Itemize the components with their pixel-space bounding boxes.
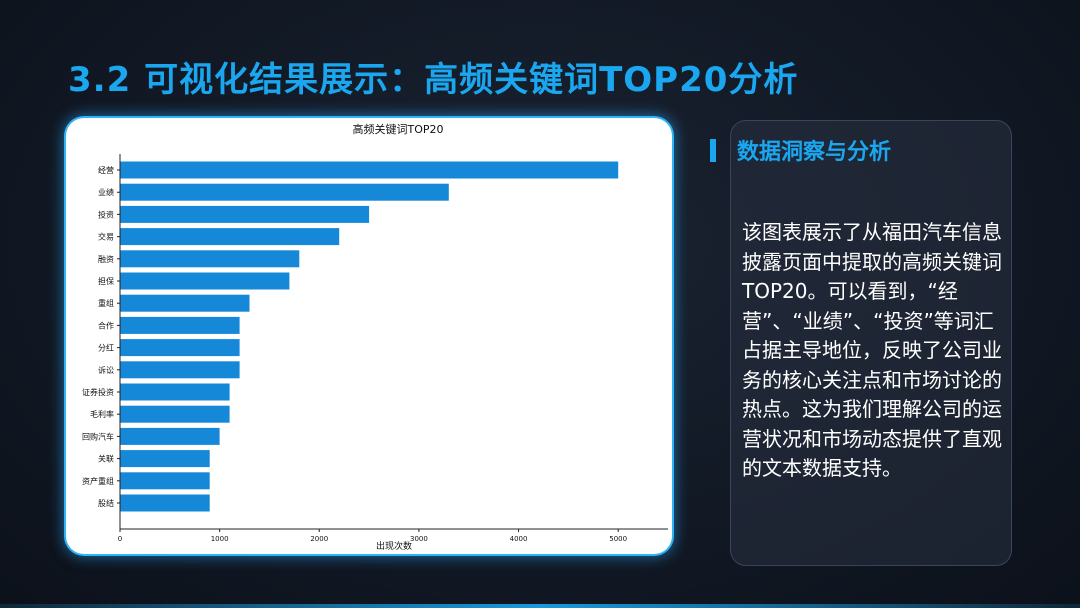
y-tick-label: 合作 — [98, 320, 114, 330]
bar-交易 — [120, 228, 340, 246]
y-tick-label: 诉讼 — [98, 365, 114, 375]
bar-毛利率 — [120, 405, 230, 423]
insight-heading: 数据洞察与分析 — [737, 140, 892, 165]
bar-资产重组 — [120, 472, 210, 490]
x-tick-label: 1000 — [211, 535, 229, 543]
chart-panel: 高频关键词TOP20 0 1000 2000 3000 4000 5000 经营业绩投资交… — [66, 118, 672, 554]
bar-融资 — [120, 250, 300, 268]
y-tick-label: 股结 — [98, 498, 114, 508]
bar-诉讼 — [120, 361, 240, 379]
chart-title: 高频关键词TOP20 — [352, 122, 443, 136]
x-tick-label: 5000 — [609, 535, 627, 543]
insight-body: 该图表展示了从福田汽车信息披露页面中提取的高频关键词TOP20。可以看到，“经营… — [742, 220, 1002, 480]
slide-title: 3.2 可视化结果展示：高频关键词TOP20分析 — [68, 60, 799, 100]
bar-业绩 — [120, 183, 449, 201]
bar-经营 — [120, 161, 619, 179]
bar-关联 — [120, 450, 210, 468]
bottom-glow-line — [0, 604, 1080, 608]
x-axis-label: 出现次数 — [376, 540, 412, 552]
x-tick-label: 2000 — [310, 535, 328, 543]
y-tick-label: 回购汽车 — [82, 431, 114, 441]
y-tick-label: 经营 — [98, 165, 114, 175]
bar-回购汽车 — [120, 427, 220, 445]
bar-投资 — [120, 205, 370, 223]
bar-股结 — [120, 494, 210, 512]
y-tick-label: 证券投资 — [82, 387, 114, 397]
y-tick-label: 投资 — [98, 209, 114, 219]
y-tick-label: 业绩 — [98, 187, 114, 197]
y-tick-label: 资产重组 — [82, 476, 114, 486]
bar-证券投资 — [120, 383, 230, 401]
x-tick-label: 4000 — [510, 535, 528, 543]
x-tick-label: 3000 — [410, 535, 428, 543]
y-tick-label: 重组 — [98, 298, 114, 308]
bar-合作 — [120, 316, 240, 334]
x-tick-label: 0 — [118, 535, 122, 543]
bar-担保 — [120, 272, 290, 290]
y-tick-label: 融资 — [98, 254, 114, 264]
y-tick-label: 交易 — [98, 232, 114, 242]
y-tick-label: 关联 — [98, 454, 114, 464]
y-tick-label: 毛利率 — [90, 409, 114, 419]
y-tick-label: 担保 — [98, 276, 114, 286]
heading-accent-bar — [710, 139, 716, 162]
insight-panel — [730, 120, 1012, 566]
bar-重组 — [120, 294, 250, 312]
keyword-bar-chart: 高频关键词TOP20 0 1000 2000 3000 4000 5000 经营业绩投资交… — [82, 122, 668, 552]
y-tick-label: 分红 — [98, 343, 114, 353]
bar-分红 — [120, 339, 240, 357]
